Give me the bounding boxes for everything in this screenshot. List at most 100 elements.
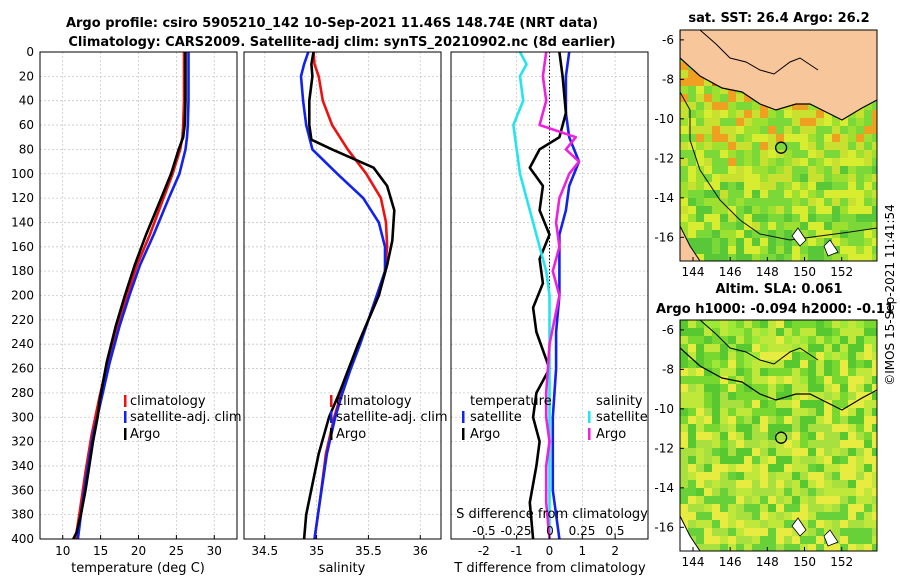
heatmap-cell [808,544,816,551]
heatmap-cell [720,320,728,328]
heatmap-cell [784,376,792,384]
heatmap-cell [688,400,696,408]
lat-tick-label: -10 [654,112,674,126]
heatmap-cell [680,384,688,392]
heatmap-cell [808,102,816,110]
heatmap-cell [760,368,768,376]
heatmap-cell [768,118,776,126]
lon-tick-label: 144 [682,265,705,279]
heatmap-cell [840,512,848,520]
heatmap-cell [728,328,736,336]
heatmap-cell [808,328,816,336]
heatmap-cell [824,416,832,424]
heatmap-cell [864,344,872,352]
heatmap-cell [816,536,824,544]
heatmap-cell [728,528,736,536]
heatmap-cell [840,416,848,424]
heatmap-cell [864,182,872,190]
heatmap-cell [800,384,808,392]
heatmap-cell [864,376,872,384]
heatmap-cell [872,432,877,440]
heatmap-cell [720,528,728,536]
heatmap-cell [808,488,816,496]
heatmap-cell [792,134,800,142]
sla-map-title-2: Argo h1000: -0.094 h2000: -0.11 [656,302,894,317]
heatmap-cell [768,238,776,246]
heatmap-cell [680,336,688,344]
heatmap-cell [704,336,712,344]
heatmap-cell [840,158,848,166]
heatmap-cell [776,384,784,392]
lon-tick-label: 150 [793,265,816,279]
legend-temperature-label: temperature [470,394,552,409]
heatmap-cell [752,456,760,464]
heatmap-cell [752,126,760,134]
heatmap-cell [712,424,720,432]
heatmap-cell [776,496,784,504]
heatmap-cell [736,368,744,376]
lon-tick-label: 152 [830,265,853,279]
heatmap-cell [736,336,744,344]
heatmap-cell [688,416,696,424]
heatmap-cell [704,464,712,472]
heatmap-cell [736,174,744,182]
heatmap-cell [776,376,784,384]
heatmap-cell [832,118,840,126]
heatmap-cell [864,488,872,496]
heatmap-cell [848,384,856,392]
heatmap-cell [792,166,800,174]
heatmap-cell [736,230,744,238]
heatmap-cell [784,150,792,158]
x-tick-label: 30 [207,544,222,558]
sla-map-panel: Altim. SLA: 0.061 Argo h1000: -0.094 h20… [654,282,894,569]
heatmap-cell [704,254,712,261]
heatmap-cell [744,512,752,520]
heatmap-cell [776,464,784,472]
heatmap-cell [856,360,864,368]
heatmap-cell [872,174,877,182]
heatmap-cell [864,118,872,126]
heatmap-cell [752,384,760,392]
heatmap-cell [752,432,760,440]
heatmap-cell [752,544,760,551]
depth-tick-label: 280 [11,386,34,400]
heatmap-cell [760,400,768,408]
heatmap-cell [680,344,688,352]
heatmap-cell [832,320,840,328]
heatmap-cell [864,158,872,166]
x-tick-label: 2 [611,544,619,558]
legend-t-satellite-label: satellite [470,410,522,425]
heatmap-cell [792,118,800,126]
heatmap-cell [784,158,792,166]
heatmap-cell [792,376,800,384]
heatmap-cell [856,528,864,536]
heatmap-cell [680,126,688,134]
heatmap-cell [856,368,864,376]
heatmap-cell [864,472,872,480]
heatmap-cell [800,352,808,360]
heatmap-cell [744,238,752,246]
imos-watermark: ©IMOS 15-Sep-2021 11:41:54 [883,204,897,386]
heatmap-cell [832,336,840,344]
series-line-salinity-argo [538,51,581,540]
heatmap-cell [816,448,824,456]
heatmap-cell [680,456,688,464]
heatmap-cell [728,392,736,400]
heatmap-cell [744,496,752,504]
heatmap-cell [744,424,752,432]
heatmap-cell [752,448,760,456]
legend-argo-swatch [124,428,127,440]
heatmap-cell [720,238,728,246]
heatmap-cell [752,230,760,238]
heatmap-cell [800,512,808,520]
heatmap-cell [840,432,848,440]
s-tick-label: 0.25 [569,524,596,538]
legend-satellite-label: satellite-adj. clim [130,410,242,425]
heatmap-cell [696,110,704,118]
heatmap-cell [768,496,776,504]
heatmap-cell [800,126,808,134]
heatmap-cell [792,432,800,440]
heatmap-cell [688,174,696,182]
heatmap-cell [752,222,760,230]
heatmap-cell [808,496,816,504]
